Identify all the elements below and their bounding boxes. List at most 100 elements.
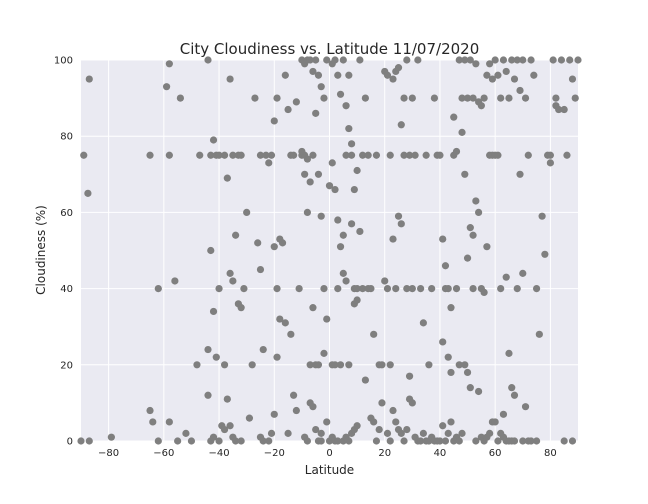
data-point bbox=[400, 437, 408, 445]
data-point bbox=[312, 56, 320, 64]
data-point bbox=[290, 391, 298, 399]
data-point bbox=[419, 429, 427, 437]
data-point bbox=[450, 113, 458, 121]
data-point bbox=[386, 151, 394, 159]
data-point bbox=[439, 422, 447, 430]
data-point bbox=[527, 437, 535, 445]
data-point bbox=[436, 437, 444, 445]
data-point bbox=[325, 182, 334, 190]
x-tick-label: −80 bbox=[98, 448, 119, 459]
data-point bbox=[317, 212, 325, 220]
data-point bbox=[207, 151, 215, 159]
data-point bbox=[546, 151, 554, 159]
data-point bbox=[461, 361, 469, 369]
data-point bbox=[414, 56, 422, 64]
data-point bbox=[475, 387, 483, 396]
data-point bbox=[400, 94, 408, 102]
data-point bbox=[328, 159, 336, 167]
data-point bbox=[334, 71, 342, 79]
x-tick-label: −60 bbox=[153, 448, 174, 459]
data-point bbox=[298, 147, 306, 156]
data-point bbox=[563, 151, 571, 159]
data-point bbox=[356, 227, 364, 236]
data-point bbox=[334, 216, 342, 224]
data-point bbox=[323, 56, 331, 64]
data-point bbox=[568, 437, 577, 445]
data-point bbox=[372, 437, 381, 445]
data-point bbox=[381, 277, 389, 285]
data-point bbox=[342, 102, 350, 110]
data-point bbox=[267, 429, 276, 437]
data-point bbox=[549, 56, 557, 64]
data-point bbox=[535, 330, 543, 338]
data-point bbox=[317, 429, 325, 437]
data-point bbox=[353, 285, 361, 293]
data-point bbox=[220, 151, 229, 159]
data-point bbox=[220, 361, 229, 369]
data-point bbox=[364, 285, 372, 293]
data-point bbox=[165, 60, 173, 68]
data-point bbox=[267, 151, 276, 159]
data-point bbox=[223, 174, 231, 182]
data-point bbox=[488, 75, 497, 83]
data-point bbox=[339, 56, 347, 64]
data-point bbox=[303, 437, 312, 445]
data-point bbox=[541, 250, 549, 258]
data-point bbox=[444, 429, 452, 437]
data-point bbox=[532, 285, 541, 293]
data-point bbox=[301, 170, 309, 178]
data-point bbox=[347, 151, 356, 159]
data-point bbox=[546, 159, 554, 167]
data-point bbox=[278, 239, 287, 247]
y-tick-label: 100 bbox=[54, 56, 73, 67]
data-point bbox=[265, 437, 273, 445]
data-point bbox=[557, 56, 566, 64]
data-point bbox=[303, 208, 312, 216]
data-point bbox=[165, 151, 173, 159]
data-point bbox=[447, 304, 455, 312]
data-point bbox=[441, 262, 450, 270]
data-point bbox=[394, 212, 403, 220]
data-point bbox=[154, 437, 162, 445]
data-point bbox=[314, 71, 323, 79]
data-point bbox=[251, 94, 259, 102]
y-tick-label: 60 bbox=[60, 208, 73, 219]
data-point bbox=[347, 220, 356, 228]
data-point bbox=[284, 105, 292, 114]
data-point bbox=[508, 56, 516, 64]
data-point bbox=[226, 422, 234, 430]
data-point bbox=[458, 429, 466, 437]
data-point bbox=[477, 102, 485, 110]
data-point bbox=[359, 151, 367, 159]
x-tick-labels: −80 −60 −40 −20 0 20 40 60 80 bbox=[98, 448, 557, 459]
data-point bbox=[229, 151, 237, 159]
data-point bbox=[469, 94, 477, 102]
data-point bbox=[441, 437, 450, 445]
data-point bbox=[187, 437, 196, 445]
data-point bbox=[510, 75, 519, 83]
data-point bbox=[466, 384, 474, 392]
data-point bbox=[472, 197, 480, 205]
data-point bbox=[452, 285, 461, 293]
data-point bbox=[353, 296, 361, 304]
data-point bbox=[331, 56, 339, 64]
data-point bbox=[370, 418, 378, 426]
data-point bbox=[510, 437, 519, 445]
data-point bbox=[513, 56, 521, 64]
data-point bbox=[149, 418, 157, 426]
x-tick-label: 0 bbox=[326, 448, 332, 459]
data-point bbox=[196, 151, 204, 159]
data-point bbox=[389, 406, 397, 415]
data-point bbox=[397, 220, 405, 228]
data-point bbox=[403, 285, 411, 293]
data-point bbox=[461, 170, 469, 178]
data-point bbox=[447, 368, 455, 377]
data-point bbox=[519, 437, 527, 445]
data-point bbox=[339, 231, 347, 239]
data-point bbox=[284, 429, 292, 437]
data-point bbox=[162, 83, 171, 91]
data-point bbox=[491, 56, 499, 64]
data-point bbox=[472, 437, 480, 445]
data-point bbox=[389, 235, 397, 243]
data-point bbox=[320, 94, 328, 102]
